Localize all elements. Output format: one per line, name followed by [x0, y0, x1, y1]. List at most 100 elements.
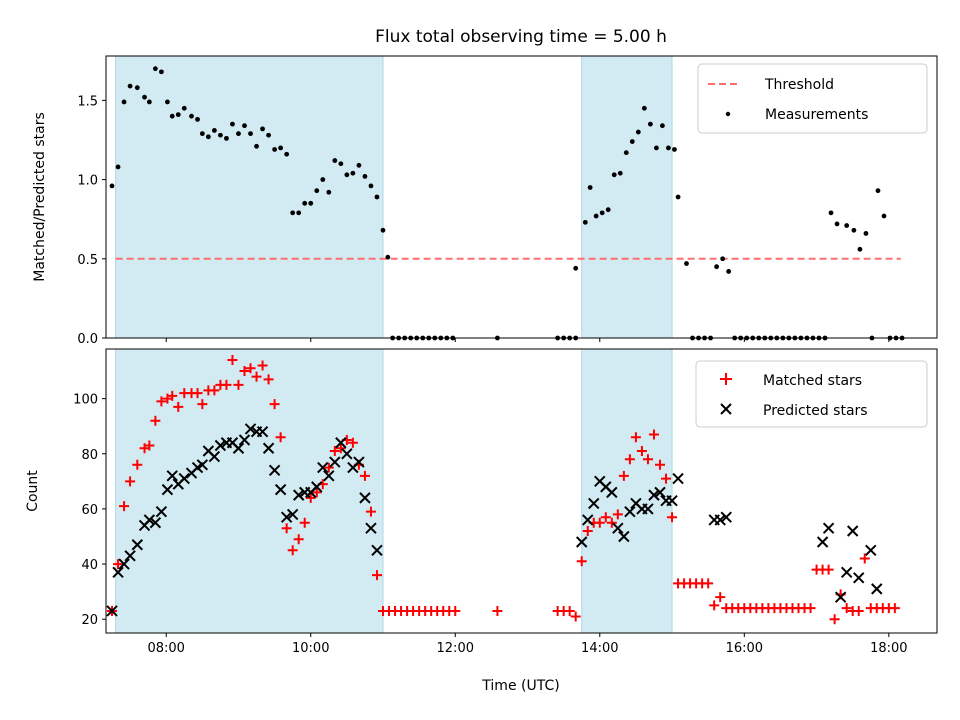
y-tick-label: 80 [81, 448, 98, 463]
matched-stars-point [829, 614, 840, 625]
observing-windows [115, 55, 673, 339]
matched-stars-point [173, 401, 184, 412]
ratio-y-axis-label: Matched/Predicted stars [32, 112, 48, 282]
measurements-legend-label: Measurements [765, 107, 868, 123]
x-tick-label: 08:00 [147, 641, 184, 656]
matched-stars-point [233, 379, 244, 390]
predicted-stars-point [624, 505, 636, 518]
matched-stars-point [564, 605, 575, 616]
measurements-legend-swatch [725, 111, 731, 117]
measurement-point [726, 269, 732, 274]
y-tick-label: 0.0 [77, 332, 98, 347]
measurement-point [146, 99, 152, 105]
predicted-stars-point [371, 544, 383, 556]
measurement-point [380, 227, 386, 233]
ratio-legend: Threshold Measurements [697, 63, 928, 134]
x-tick-label: 10:00 [292, 641, 329, 656]
matched-stars-point [576, 556, 587, 567]
matched-stars-point [192, 388, 203, 399]
matched-stars-point [125, 476, 136, 487]
measurement-point [284, 151, 290, 157]
y-tick-label: 40 [81, 558, 98, 573]
measurement-point [142, 94, 147, 100]
x-tick-label: 16:00 [726, 641, 763, 656]
matched-stars-point [667, 512, 678, 523]
measurement-point [362, 174, 368, 179]
predicted-legend-swatch [720, 403, 732, 415]
predicted-stars-point [131, 539, 144, 551]
predicted-stars-point [672, 472, 684, 485]
measurement-point [115, 164, 121, 170]
matched-stars-point [305, 492, 316, 503]
predicted-stars-point [329, 456, 341, 468]
matched-stars-point [624, 454, 635, 465]
predicted-stars-point [112, 566, 124, 579]
measurement-point [211, 128, 217, 133]
matched-stars-point [630, 432, 641, 443]
matched-stars-point [636, 446, 647, 457]
measurement-point [266, 132, 271, 138]
predicted-stars-point [642, 503, 654, 515]
matched-stars-point [703, 578, 714, 589]
predicted-stars-point [323, 470, 335, 482]
count-legend-box [695, 360, 928, 428]
measurement-point [121, 99, 127, 105]
predicted-stars-point [208, 450, 221, 463]
matched-stars-point [150, 415, 161, 426]
predicted-stars-point [816, 536, 829, 548]
matched-stars-point [715, 592, 726, 603]
y-tick-label: 1.0 [77, 174, 98, 189]
predicted-stars-point [280, 511, 293, 523]
measurement-point [248, 131, 253, 137]
matched-stars-point [655, 459, 665, 470]
matched-stars-point [113, 559, 124, 570]
measurement-point [278, 145, 284, 151]
predicted-stars-point [720, 511, 732, 523]
measurement-point [356, 162, 362, 168]
matched-stars-point [823, 564, 834, 575]
matched-stars-point [263, 374, 274, 385]
measurement-point [374, 194, 380, 200]
matched-stars-point [661, 473, 672, 484]
matched-stars-point [582, 525, 593, 536]
predicted-stars-point [124, 550, 136, 562]
measurement-point [109, 183, 115, 189]
measurement-point [314, 188, 320, 194]
predicted-stars-point [262, 442, 275, 454]
measurement-point [653, 145, 659, 151]
measurement-point [296, 210, 302, 216]
predicted-stars-point [178, 472, 190, 485]
predicted-stars-point [353, 456, 365, 468]
measurement-point [205, 134, 211, 140]
predicted-stars-point [341, 448, 353, 460]
predicted-stars-point [238, 434, 251, 446]
measurement-point [834, 221, 840, 227]
predicted-stars-point [274, 483, 287, 496]
predicted-stars-point [365, 522, 377, 534]
measurement-point [272, 147, 278, 152]
predicted-stars-point [654, 486, 666, 499]
matched-stars-point [709, 600, 720, 611]
predicted-stars-point [865, 544, 877, 556]
measurement-point [611, 172, 617, 178]
matched-stars-point [347, 437, 358, 448]
predicted-stars-point [214, 439, 227, 452]
matched-stars-point [281, 523, 292, 534]
matched-legend-label: Matched stars [763, 373, 862, 389]
measurement-point [127, 83, 133, 89]
measurement-point [320, 177, 326, 182]
measurement-point [134, 85, 140, 91]
predicted-stars-point [106, 605, 118, 617]
ratio-legend-box [697, 63, 928, 134]
measurement-point [302, 200, 308, 206]
measurement-point [195, 116, 200, 122]
measurement-point [254, 143, 259, 149]
measurement-point [573, 265, 579, 271]
measurement-point [242, 123, 247, 129]
predicted-stars-point [822, 522, 835, 534]
matched-stars-point [239, 366, 250, 377]
measurement-point [199, 131, 205, 137]
measurement-point [714, 264, 720, 270]
predicted-stars-point [118, 558, 130, 570]
